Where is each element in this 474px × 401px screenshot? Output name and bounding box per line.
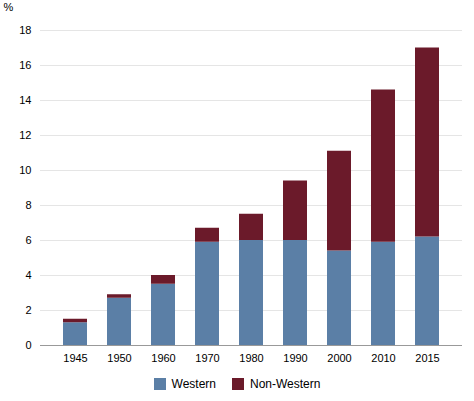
svg-text:12: 12 (19, 129, 31, 141)
svg-text:1980: 1980 (239, 352, 263, 364)
svg-text:2015: 2015 (415, 352, 439, 364)
svg-text:1950: 1950 (107, 352, 131, 364)
svg-text:2: 2 (25, 304, 31, 316)
svg-text:%: % (4, 1, 14, 13)
svg-text:1960: 1960 (151, 352, 175, 364)
svg-text:8: 8 (25, 199, 31, 211)
svg-text:2010: 2010 (371, 352, 395, 364)
svg-text:6: 6 (25, 234, 31, 246)
svg-text:10: 10 (19, 164, 31, 176)
svg-text:1990: 1990 (283, 352, 307, 364)
svg-text:4: 4 (25, 269, 31, 281)
svg-text:1945: 1945 (63, 352, 87, 364)
html-text:Non-Western: Non-Western (250, 377, 321, 391)
svg-text:16: 16 (19, 59, 31, 71)
svg-text:0: 0 (25, 339, 31, 351)
svg-text:14: 14 (19, 94, 31, 106)
svg-text:18: 18 (19, 24, 31, 36)
svg-text:2000: 2000 (327, 352, 351, 364)
html-text:Western: Western (171, 377, 216, 391)
svg-text:1970: 1970 (195, 352, 219, 364)
